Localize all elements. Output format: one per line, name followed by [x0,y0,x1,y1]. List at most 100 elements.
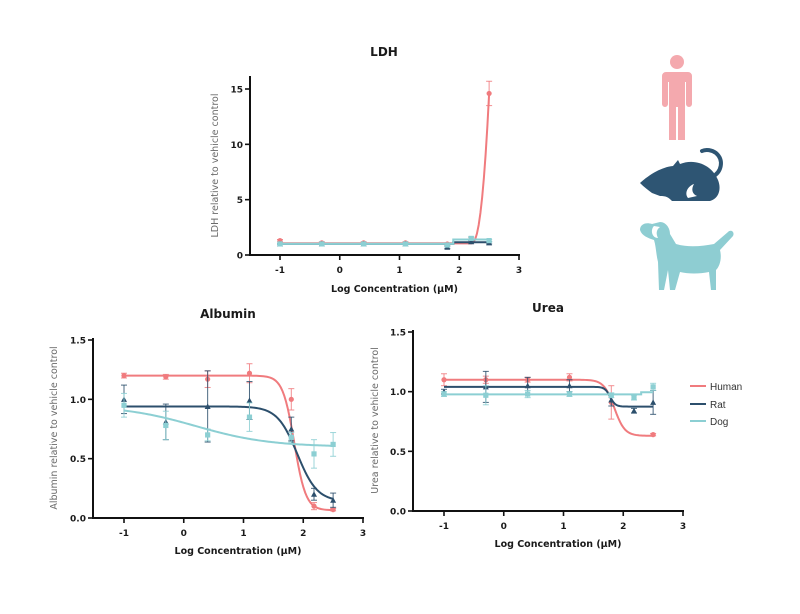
data-point [483,392,489,398]
legend-item-rat: Rat [690,400,726,411]
x-tick-label: 2 [456,266,462,276]
chart-title: Albumin [200,307,256,321]
series-dog [121,392,337,469]
data-point [330,441,336,448]
fit-curve-rat [444,385,654,408]
y-axis-label: LDH relative to vehicle control [210,94,221,238]
series-human [121,363,337,513]
x-tick-label: 2 [300,529,306,539]
x-tick-label: 3 [516,266,522,276]
fit-curve-dog [444,391,654,396]
data-point [246,414,253,420]
data-point [441,377,447,383]
data-point [631,395,637,401]
x-tick-label: 2 [620,522,626,532]
data-point [330,497,337,503]
x-tick-label: -1 [119,529,129,539]
data-point [311,451,317,457]
series-rat [441,370,657,415]
series-dog [277,235,493,248]
legend-label-dog: Dog [710,417,728,428]
data-point [468,235,474,241]
data-point [246,370,253,376]
data-point [444,242,450,248]
data-point [277,241,283,247]
data-point [566,391,573,397]
data-point [163,422,169,429]
y-tick-label: 0 [237,252,243,262]
x-tick-label: -1 [275,266,285,276]
data-point [163,374,169,380]
x-tick-label: -1 [439,522,449,532]
data-point [204,403,211,409]
y-axis-label: Albumin relative to vehicle control [49,346,60,509]
y-tick-label: 0.5 [390,448,406,458]
data-point [288,426,295,432]
y-axis-label: Urea relative to vehicle control [370,347,381,494]
data-point [650,384,656,390]
y-tick-label: 1.0 [390,388,406,398]
chart-title: LDH [370,45,398,59]
fit-curve-dog [123,409,334,447]
x-tick-label: 1 [396,266,402,276]
data-point [402,241,409,247]
y-tick-label: 0.0 [390,508,406,518]
data-point [468,238,475,245]
urea-chart: Urea -1 0 1 2 3 0.0 0.5 1.0 1.5 Log Concentration … [370,301,686,550]
fit-curve-human [444,378,654,437]
data-point [246,397,253,404]
data-point [650,432,656,438]
data-point [631,407,638,414]
x-tick-label: 0 [501,522,507,532]
fit-curve-rat [124,405,334,500]
x-tick-label: 3 [680,522,686,532]
x-axis-label: Log Concentration (μM) [331,284,458,295]
x-tick-label: 3 [360,529,366,539]
data-point [525,391,531,397]
data-point [288,396,294,402]
data-point [486,90,492,97]
data-point [121,373,127,379]
y-tick-label: 10 [230,141,243,151]
data-point [311,491,318,497]
data-point [608,392,614,398]
y-tick-label: 0.5 [70,455,86,465]
human-icon [662,55,692,140]
legend-label-rat: Rat [710,400,726,411]
data-point [121,402,127,408]
data-point [650,399,657,405]
series-dog [441,382,657,406]
x-tick-label: 0 [181,529,187,539]
y-tick-label: 5 [237,196,243,206]
y-tick-label: 1.5 [70,337,86,347]
data-point [608,397,615,403]
data-point [319,241,325,247]
legend-item-human: Human [690,382,742,393]
y-tick-label: 0.0 [70,515,86,525]
data-point [361,241,367,247]
fit-curve-human [124,374,334,512]
x-axis-label: Log Concentration (μM) [495,539,622,550]
chart-title: Urea [532,301,564,315]
fit-curve-human [280,93,491,245]
series-human [277,80,493,247]
data-point [524,382,531,389]
albumin-chart: Albumin -1 0 1 2 3 0.0 0.5 1.0 1.5 Log Concentrati… [49,307,366,557]
data-point [566,382,573,389]
dog-icon [640,222,734,290]
x-tick-label: 0 [337,266,343,276]
y-tick-label: 1.5 [390,329,406,339]
y-tick-label: 15 [230,86,243,96]
y-tick-label: 1.0 [70,396,86,406]
data-point [330,507,336,513]
x-tick-label: 1 [240,529,246,539]
data-point [311,503,317,509]
x-tick-label: 1 [560,522,566,532]
data-point [486,238,492,244]
data-point [288,434,294,440]
ldh-chart: LDH -1 0 1 2 3 0 5 10 15 Log Concentration (μM) LDH… [210,45,522,295]
data-point [566,374,573,380]
legend: Human Rat Dog [690,382,742,428]
data-point [205,432,211,438]
